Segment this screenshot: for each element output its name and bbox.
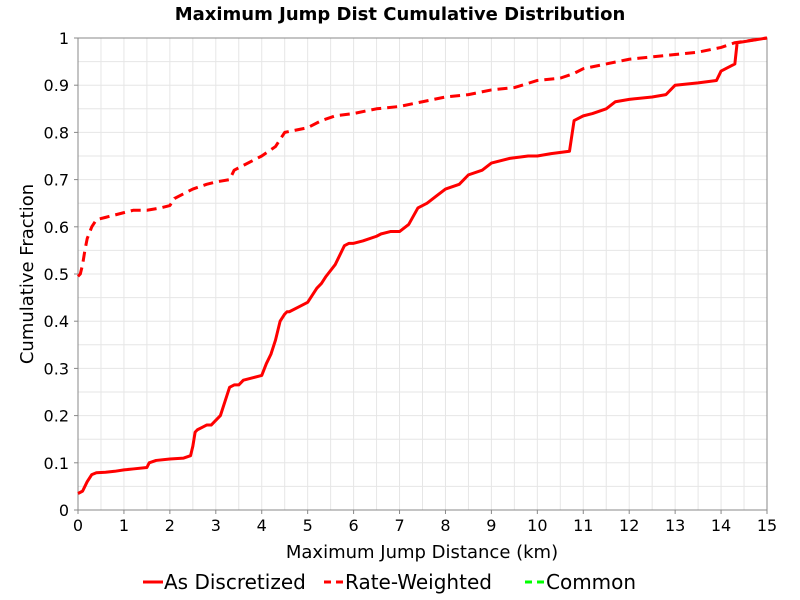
series-line-rate-weighted: [76, 36, 768, 278]
series-lines: [76, 36, 768, 495]
x-tick-label: 10: [527, 516, 547, 535]
x-tick-label: 4: [257, 516, 267, 535]
x-tick-label: 14: [711, 516, 731, 535]
series-line-as-discretized: [77, 36, 768, 495]
y-tick-label: 0.3: [44, 359, 69, 378]
x-tick-label: 12: [619, 516, 639, 535]
y-tick-label: 0.2: [44, 407, 69, 426]
chart-title: Maximum Jump Dist Cumulative Distributio…: [175, 4, 626, 25]
legend: As Discretized Rate-Weighted Common: [143, 570, 636, 594]
x-tick-label: 2: [165, 516, 175, 535]
x-tick-label: 1: [119, 516, 129, 535]
x-tick-label: 3: [211, 516, 221, 535]
legend-label: Rate-Weighted: [345, 570, 492, 594]
y-tick-label: 0.9: [44, 76, 69, 95]
x-tick-label: 11: [573, 516, 593, 535]
y-tick-label: 1: [59, 29, 69, 48]
axis-ticks: 0 1 2 3 4 5 6 7 8 9 10 11 12 13 14 1500.10.20.30.40.50.…: [44, 29, 778, 535]
x-tick-label: 0: [73, 516, 83, 535]
y-axis-label: Cumulative Fraction: [17, 184, 38, 364]
y-tick-label: 0.4: [44, 312, 69, 331]
x-tick-label: 8: [440, 516, 450, 535]
legend-label: As Discretized: [164, 570, 306, 594]
grid: [78, 38, 767, 510]
x-axis-label: Maximum Jump Distance (km): [286, 542, 558, 563]
x-tick-label: 6: [349, 516, 359, 535]
x-tick-label: 9: [486, 516, 496, 535]
y-tick-label: 0.1: [44, 454, 69, 473]
x-tick-label: 5: [303, 516, 313, 535]
x-tick-label: 15: [757, 516, 777, 535]
x-tick-label: 13: [665, 516, 685, 535]
legend-label: Common: [546, 570, 636, 594]
y-tick-label: 0.8: [44, 123, 69, 142]
y-tick-label: 0.6: [44, 218, 69, 237]
y-tick-label: 0: [59, 501, 69, 520]
x-tick-label: 7: [394, 516, 404, 535]
y-tick-label: 0.5: [44, 265, 69, 284]
y-tick-label: 0.7: [44, 171, 69, 190]
